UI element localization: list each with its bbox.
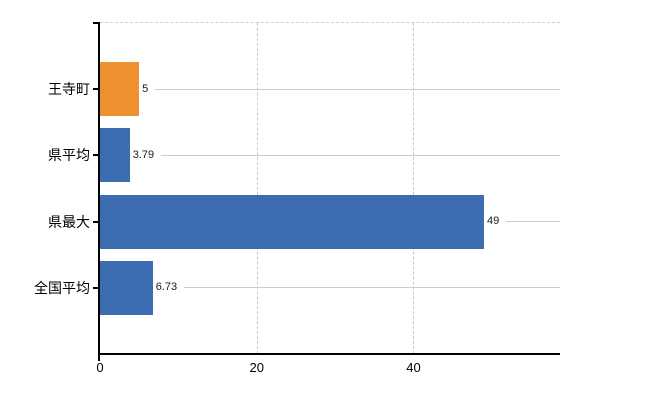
bar-row: 3.79 (100, 128, 560, 183)
value-label: 3.79 (132, 148, 155, 161)
row-guide-line (155, 88, 560, 90)
x-gridline (256, 23, 258, 354)
bar-row: 6.73 (100, 260, 560, 315)
bar (100, 62, 140, 117)
y-axis-tick (93, 154, 100, 157)
category-label: 県平均 (48, 147, 90, 164)
x-tick-label: 40 (406, 360, 421, 375)
row-guide-line (184, 287, 560, 289)
y-axis-end-tick (93, 22, 100, 24)
category-label: 県最大 (48, 213, 90, 230)
y-axis-tick (93, 88, 100, 91)
x-axis (98, 353, 560, 355)
value-label: 6.73 (155, 281, 178, 294)
value-label: 49 (486, 215, 500, 228)
plot-area: 5 王寺町 3.79 県平均 49 県最大 6.73 全国平均 0 20 40 (34, 22, 560, 375)
x-tick-label: 20 (249, 360, 264, 375)
bar (100, 128, 130, 183)
row-guide-line (161, 154, 560, 156)
bar (100, 194, 484, 249)
y-axis-tick (93, 286, 100, 289)
y-axis-tick (93, 220, 100, 223)
category-label: 王寺町 (48, 81, 90, 98)
value-label: 5 (142, 82, 149, 95)
category-label: 全国平均 (34, 279, 90, 296)
bar-row: 5 (100, 62, 560, 117)
y-axis (98, 22, 100, 361)
row-guide-line (506, 221, 560, 223)
bar-row: 49 (100, 194, 560, 249)
x-gridline (413, 23, 415, 354)
x-tick-label: 0 (96, 360, 104, 375)
bar (100, 260, 153, 315)
